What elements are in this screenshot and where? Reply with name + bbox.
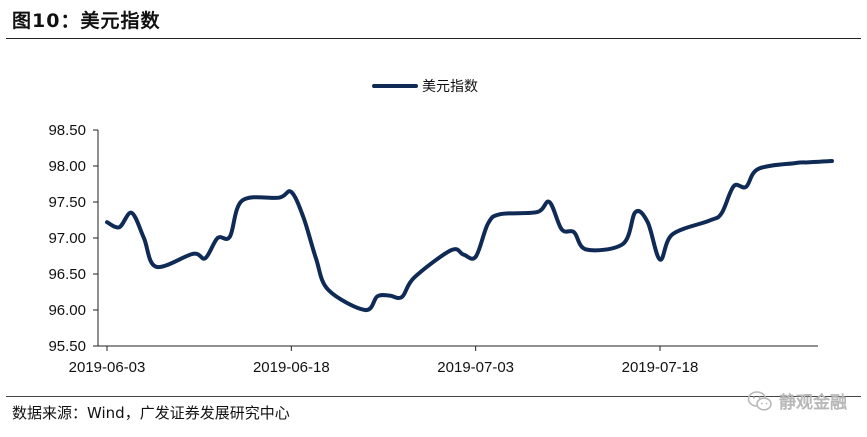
source-note: 数据来源：Wind，广发证券发展研究中心 xyxy=(12,404,290,422)
y-tick-label: 97.00 xyxy=(48,230,86,247)
series-line-0 xyxy=(105,159,834,312)
title-divider xyxy=(6,38,861,39)
x-tick-label: 2019-06-03 xyxy=(69,359,146,376)
x-tick-label: 2019-07-03 xyxy=(437,359,514,376)
y-tick-label: 95.50 xyxy=(48,338,86,355)
y-tick-label: 96.50 xyxy=(48,266,86,283)
watermark-text: 静观金融 xyxy=(779,393,847,413)
legend-label: 美元指数 xyxy=(422,79,478,95)
x-tick-label: 2019-07-18 xyxy=(622,359,699,376)
y-tick-label: 96.00 xyxy=(48,302,86,319)
watermark: 静观金融 xyxy=(747,388,847,413)
x-tick-label: 2019-06-18 xyxy=(253,359,330,376)
wechat-icon xyxy=(747,390,772,411)
y-tick-label: 98.50 xyxy=(48,122,86,139)
y-tick-label: 97.50 xyxy=(48,194,86,211)
figure-title: 图10：美元指数 xyxy=(12,10,161,32)
y-tick-label: 98.00 xyxy=(48,158,86,175)
footer-divider xyxy=(6,396,861,397)
